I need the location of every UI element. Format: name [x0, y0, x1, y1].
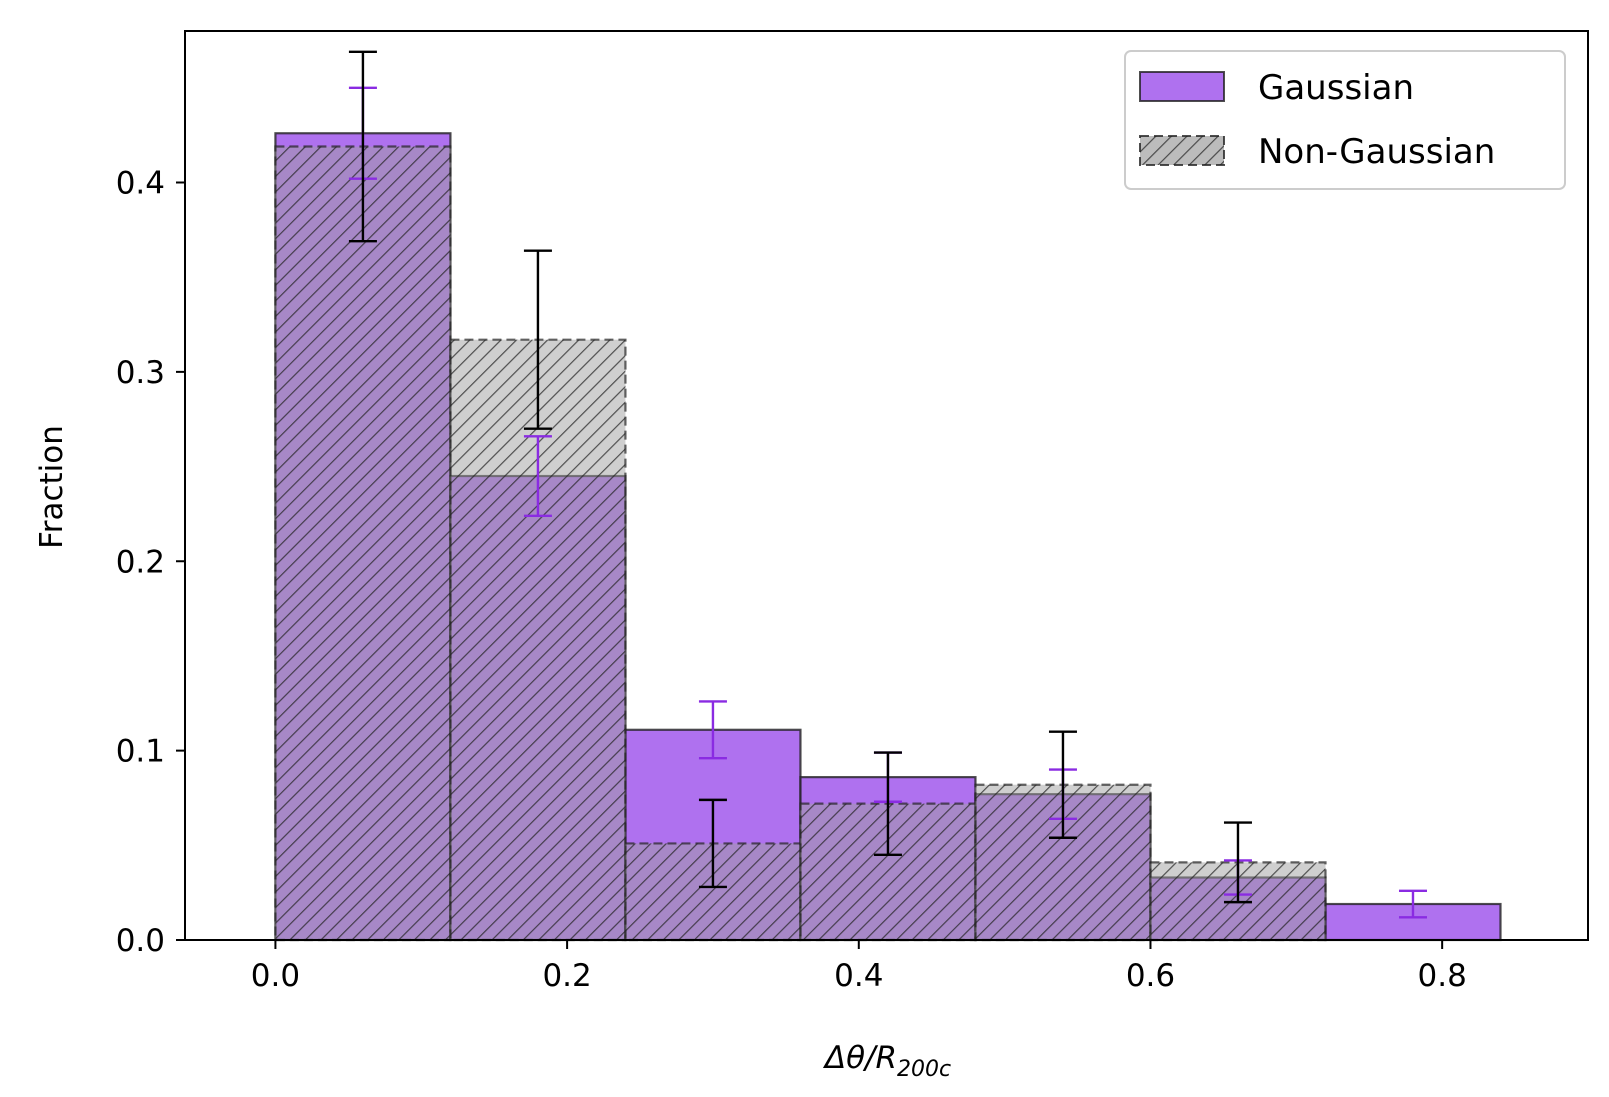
y-tick-label-4: 0.4 — [116, 166, 165, 202]
bars-layer — [274, 132, 1502, 942]
bar-nongaussian-0 — [274, 145, 452, 942]
errorbars-layer — [348, 50, 1427, 919]
legend-swatch-nongaussian — [1139, 135, 1225, 166]
y-tick-label-1: 0.1 — [116, 734, 165, 770]
ticks-layer: 0.0 0.2 0.4 0.6 0.8 0.0 0.1 0.2 0.3 0.4 — [116, 166, 1467, 995]
legend-label-gaussian: Gaussian — [1258, 68, 1414, 108]
x-tick-label-1: 0.2 — [542, 958, 591, 994]
x-tick-label-0: 0.0 — [251, 958, 300, 994]
legend-label-nongaussian: Non-Gaussian — [1258, 132, 1495, 172]
legend-swatch-gaussian — [1139, 71, 1225, 102]
x-axis-title: Δθ/R200c — [823, 1040, 951, 1082]
legend-box — [1124, 50, 1566, 190]
x-tick-label-3: 0.6 — [1126, 958, 1175, 994]
x-tick-label-2: 0.4 — [834, 958, 883, 994]
y-axis-title: Fraction — [34, 425, 70, 549]
legend: Gaussian Non-Gaussian — [1124, 50, 1566, 190]
x-tick-label-4: 0.8 — [1418, 958, 1467, 994]
y-tick-label-3: 0.3 — [116, 355, 165, 391]
plot-frame — [184, 30, 1589, 941]
y-tick-label-2: 0.2 — [116, 544, 165, 580]
y-tick-label-0: 0.0 — [116, 923, 165, 959]
